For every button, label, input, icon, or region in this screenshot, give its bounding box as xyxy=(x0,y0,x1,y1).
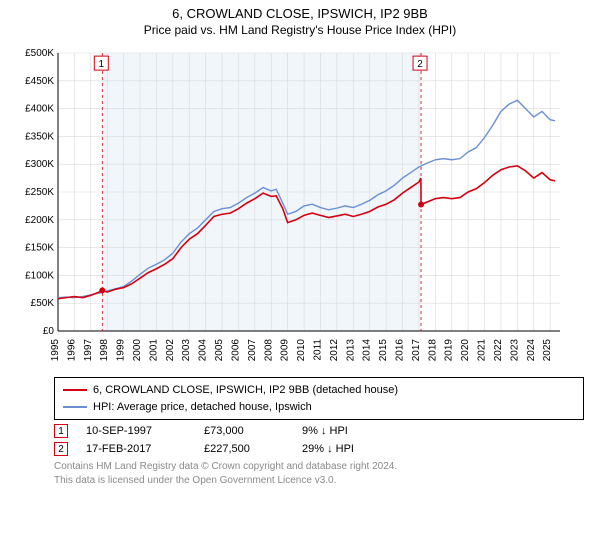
legend-swatch xyxy=(63,389,87,391)
svg-text:£100K: £100K xyxy=(25,270,54,281)
svg-text:2007: 2007 xyxy=(247,339,258,362)
svg-text:£250K: £250K xyxy=(25,187,54,198)
svg-text:2022: 2022 xyxy=(493,339,504,362)
svg-text:2020: 2020 xyxy=(460,339,471,362)
legend-label: 6, CROWLAND CLOSE, IPSWICH, IP2 9BB (det… xyxy=(93,382,398,399)
svg-text:1995: 1995 xyxy=(50,339,61,362)
svg-text:£0: £0 xyxy=(43,326,55,337)
transaction-price: £227,500 xyxy=(204,443,284,455)
attribution-line: Contains HM Land Registry data © Crown c… xyxy=(54,460,584,474)
svg-text:2023: 2023 xyxy=(509,339,520,362)
svg-text:2001: 2001 xyxy=(148,339,159,362)
legend-label: HPI: Average price, detached house, Ipsw… xyxy=(93,399,312,416)
svg-text:2: 2 xyxy=(417,59,423,70)
svg-text:£400K: £400K xyxy=(25,104,54,115)
svg-text:2012: 2012 xyxy=(329,339,340,362)
svg-text:2013: 2013 xyxy=(345,339,356,362)
svg-text:2006: 2006 xyxy=(230,339,241,362)
attribution: Contains HM Land Registry data © Crown c… xyxy=(54,460,584,487)
transaction-date: 17-FEB-2017 xyxy=(86,443,186,455)
line-chart-svg: £0 £50K £100K £150K £200K £250K £300K £350K £400… xyxy=(12,43,572,373)
transaction-badge: 2 xyxy=(54,442,68,456)
svg-text:1999: 1999 xyxy=(116,339,127,362)
svg-text:2024: 2024 xyxy=(526,339,537,362)
svg-text:£150K: £150K xyxy=(25,243,54,254)
svg-text:2002: 2002 xyxy=(165,339,176,362)
svg-text:1997: 1997 xyxy=(83,339,94,362)
svg-text:£200K: £200K xyxy=(25,215,54,226)
transaction-table: 1 10-SEP-1997 £73,000 9% ↓ HPI 2 17-FEB-2017 £… xyxy=(54,424,584,456)
svg-text:2011: 2011 xyxy=(312,339,323,361)
transaction-badge: 1 xyxy=(54,424,68,438)
legend-item: HPI: Average price, detached house, Ipsw… xyxy=(63,399,575,416)
page-subtitle: Price paid vs. HM Land Registry's House … xyxy=(8,23,592,37)
svg-text:1996: 1996 xyxy=(66,339,77,362)
svg-text:2005: 2005 xyxy=(214,339,225,362)
svg-text:£50K: £50K xyxy=(31,298,55,309)
transaction-diff: 29% ↓ HPI xyxy=(302,443,354,455)
svg-text:2008: 2008 xyxy=(263,339,274,362)
attribution-line: This data is licensed under the Open Gov… xyxy=(54,474,584,488)
svg-text:1998: 1998 xyxy=(99,339,110,362)
svg-text:2018: 2018 xyxy=(427,339,438,362)
svg-text:2016: 2016 xyxy=(395,339,406,362)
transaction-diff: 9% ↓ HPI xyxy=(302,425,348,437)
svg-text:2019: 2019 xyxy=(444,339,455,362)
svg-text:£450K: £450K xyxy=(25,76,54,87)
legend-item: 6, CROWLAND CLOSE, IPSWICH, IP2 9BB (det… xyxy=(63,382,575,399)
legend-swatch xyxy=(63,406,87,408)
transaction-row: 2 17-FEB-2017 £227,500 29% ↓ HPI xyxy=(54,442,584,456)
svg-text:£500K: £500K xyxy=(25,48,54,59)
svg-text:2010: 2010 xyxy=(296,339,307,362)
legend: 6, CROWLAND CLOSE, IPSWICH, IP2 9BB (det… xyxy=(54,377,584,420)
svg-text:2025: 2025 xyxy=(542,339,553,362)
transaction-price: £73,000 xyxy=(204,425,284,437)
svg-text:2009: 2009 xyxy=(280,339,291,362)
svg-text:£350K: £350K xyxy=(25,131,54,142)
svg-text:2003: 2003 xyxy=(181,339,192,362)
svg-text:2014: 2014 xyxy=(362,339,373,362)
chart-area: £0 £50K £100K £150K £200K £250K £300K £350K £400… xyxy=(12,43,588,373)
transaction-date: 10-SEP-1997 xyxy=(86,425,186,437)
svg-text:1: 1 xyxy=(99,59,105,70)
svg-text:2004: 2004 xyxy=(198,339,209,362)
page-title: 6, CROWLAND CLOSE, IPSWICH, IP2 9BB xyxy=(8,6,592,21)
svg-text:2017: 2017 xyxy=(411,339,422,362)
svg-text:£300K: £300K xyxy=(25,159,54,170)
svg-text:2021: 2021 xyxy=(477,339,488,362)
transaction-row: 1 10-SEP-1997 £73,000 9% ↓ HPI xyxy=(54,424,584,438)
svg-text:2015: 2015 xyxy=(378,339,389,362)
svg-text:2000: 2000 xyxy=(132,339,143,362)
